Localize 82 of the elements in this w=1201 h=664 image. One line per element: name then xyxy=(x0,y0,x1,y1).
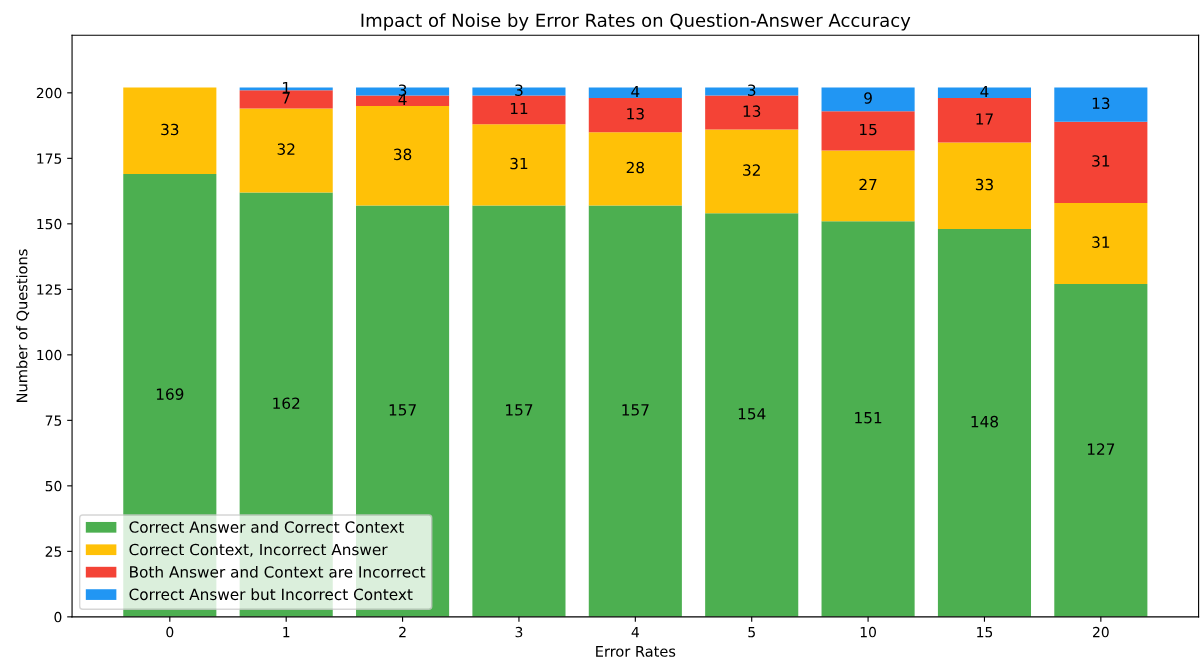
bar xyxy=(1054,121,1148,203)
y-tick-label: 0 xyxy=(54,611,62,623)
y-tick-label: 200 xyxy=(36,87,62,99)
bar xyxy=(239,108,333,193)
x-axis-title: Error Rates xyxy=(596,646,676,657)
data-label: 13 xyxy=(743,105,761,117)
data-label: 31 xyxy=(1092,155,1110,167)
bar xyxy=(356,95,450,106)
bar xyxy=(937,229,1032,617)
data-label: 13 xyxy=(627,107,644,120)
y-tick-label: 150 xyxy=(37,218,62,230)
data-label: 169 xyxy=(156,388,184,400)
bar xyxy=(1054,87,1148,122)
bar xyxy=(472,95,566,125)
bar xyxy=(472,205,566,617)
bar xyxy=(1054,202,1148,285)
data-label: 3 xyxy=(515,84,523,96)
bar xyxy=(472,124,566,206)
data-label: 3 xyxy=(748,84,756,96)
bar xyxy=(821,221,915,617)
data-label: 27 xyxy=(859,178,877,191)
data-label: 11 xyxy=(510,102,528,115)
legend-label: Both Answer and Context are Incorrect xyxy=(130,565,426,578)
bar xyxy=(705,213,799,617)
bar xyxy=(588,132,682,206)
data-label: 31 xyxy=(1092,236,1110,248)
data-label: 28 xyxy=(626,161,644,174)
data-label: 157 xyxy=(622,404,649,416)
data-label: 15 xyxy=(860,123,877,136)
data-label: 32 xyxy=(743,164,760,176)
y-tick-label: 75 xyxy=(45,415,62,426)
bar xyxy=(588,98,682,133)
x-tick-label: 20 xyxy=(1093,626,1109,638)
x-tick-label: 4 xyxy=(631,627,639,638)
bar xyxy=(937,142,1032,230)
x-tick-label: 0 xyxy=(166,626,174,638)
x-tick-label: 5 xyxy=(748,627,755,638)
bar xyxy=(705,129,799,214)
data-label: 1 xyxy=(283,81,290,94)
data-label: 157 xyxy=(506,404,533,416)
data-label: 9 xyxy=(864,92,872,104)
legend-label: Correct Context, Incorrect Answer xyxy=(129,543,388,557)
bar xyxy=(705,95,799,130)
y-tick-label: 50 xyxy=(45,480,62,492)
data-label: 32 xyxy=(277,143,295,155)
y-tick-label: 125 xyxy=(37,284,62,295)
y-tick-label: 100 xyxy=(37,349,62,361)
x-tick-label: 2 xyxy=(399,626,406,638)
x-tick-label: 1 xyxy=(283,627,290,638)
data-label: 4 xyxy=(631,85,640,98)
bar xyxy=(123,87,217,175)
x-tick-label: 10 xyxy=(860,626,876,638)
bar xyxy=(821,111,915,151)
bar xyxy=(821,87,915,112)
data-label: 33 xyxy=(161,123,179,136)
data-label: 31 xyxy=(510,157,528,170)
bar xyxy=(937,87,1032,99)
data-label: 154 xyxy=(738,408,766,420)
data-label: 127 xyxy=(1087,443,1115,455)
data-label: 162 xyxy=(273,397,300,410)
y-axis-title: Number of Questions xyxy=(16,249,30,402)
y-tick-label: 175 xyxy=(37,153,62,164)
x-tick-label: 15 xyxy=(977,627,993,638)
data-label: 33 xyxy=(975,178,993,191)
bar xyxy=(1054,284,1148,617)
y-tick-label: 25 xyxy=(45,546,62,557)
bar xyxy=(588,205,682,617)
legend-label: Correct Answer but Incorrect Context xyxy=(129,588,413,601)
bar xyxy=(821,150,915,222)
data-label: 17 xyxy=(976,113,993,125)
data-label: 151 xyxy=(855,412,882,424)
data-label: 38 xyxy=(394,148,412,161)
legend-label: Correct Answer and Correct Context xyxy=(129,521,405,533)
bar xyxy=(937,98,1032,143)
data-label: 4 xyxy=(980,85,989,98)
bar xyxy=(356,105,450,206)
x-tick-label: 3 xyxy=(515,626,523,638)
data-label: 148 xyxy=(971,415,998,428)
bar xyxy=(588,87,682,99)
data-label: 157 xyxy=(389,404,416,416)
data-label: 13 xyxy=(1092,97,1110,110)
chart-title: Impact of Noise by Error Rates on Question-Answer Accuracy xyxy=(361,13,911,31)
